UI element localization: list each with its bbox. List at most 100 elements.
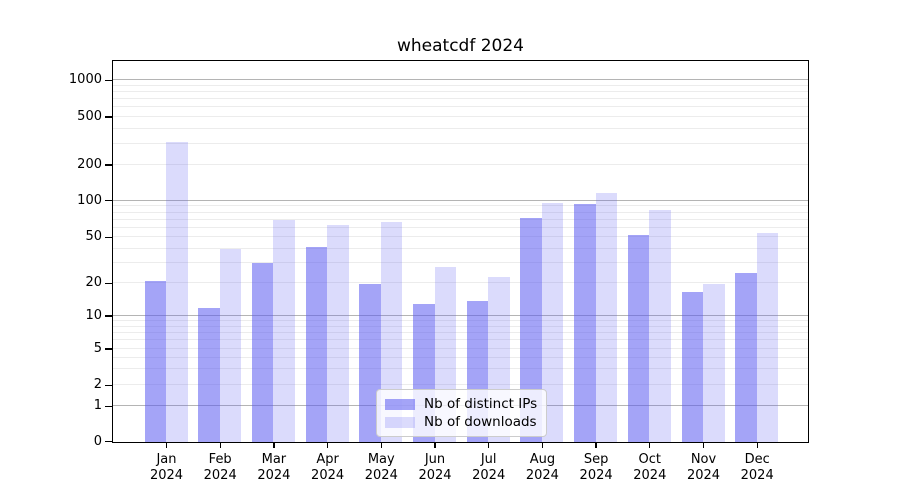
x-axis-year-label: 2024	[364, 467, 398, 483]
bar-distinct-ips	[359, 283, 381, 442]
x-axis-month-label: Mar	[261, 452, 287, 467]
gridline-minor	[113, 163, 808, 165]
legend-label-downloads: Nb of downloads	[424, 414, 537, 430]
y-axis-tick-label: 50	[85, 229, 102, 245]
bar-downloads	[166, 142, 188, 442]
x-axis-tick-mark	[165, 442, 168, 448]
gridline-minor	[113, 115, 808, 117]
gridline-minor	[113, 320, 808, 322]
gridline-minor	[113, 211, 808, 213]
bar-distinct-ips	[520, 217, 542, 442]
bar-distinct-ips	[144, 281, 166, 442]
gridline-minor	[113, 84, 808, 86]
x-axis-year-label: 2024	[311, 467, 345, 483]
gridline-minor	[113, 356, 808, 358]
x-axis-year-label: 2024	[633, 467, 667, 483]
x-axis-tick-label: Oct 2024	[618, 452, 682, 483]
y-axis-tick-label: 100	[77, 192, 102, 208]
y-axis-tick-label: 10	[85, 308, 102, 324]
x-axis-month-label: Aug	[529, 452, 556, 467]
bar-downloads	[595, 192, 618, 442]
gridline-major	[113, 79, 808, 81]
bar-downloads	[703, 283, 725, 442]
x-axis-year-label: 2024	[525, 467, 559, 483]
legend-row-downloads: Nb of downloads	[385, 413, 538, 431]
y-axis-tick-mark	[105, 440, 112, 443]
y-axis-tick-label: 200	[77, 156, 102, 172]
y-axis-tick-mark	[105, 384, 112, 387]
x-axis-tick-mark	[649, 442, 651, 448]
y-axis-tick-label: 1	[93, 398, 102, 414]
bar-distinct-ips	[305, 246, 328, 442]
x-axis-month-label: Oct	[638, 452, 662, 467]
x-axis-tick-mark	[219, 442, 221, 448]
y-axis-tick-label: 0	[93, 433, 102, 449]
y-axis-tick-label: 1000	[68, 72, 102, 88]
x-axis-month-label: Feb	[208, 452, 232, 467]
y-axis-tick-mark	[105, 348, 112, 350]
x-axis-year-label: 2024	[418, 467, 452, 483]
gridline-major	[113, 315, 808, 317]
y-axis-tick-mark	[105, 79, 112, 82]
bar-downloads	[327, 224, 349, 442]
gridline-minor	[113, 106, 808, 108]
x-axis-tick-label: Jun 2024	[403, 452, 467, 483]
x-axis-tick-mark	[756, 442, 758, 448]
x-axis-tick-mark	[380, 442, 382, 448]
x-axis-tick-mark	[595, 442, 597, 448]
gridline-minor	[113, 127, 808, 129]
gridline-minor	[113, 236, 808, 238]
x-axis-tick-label: May 2024	[349, 452, 413, 483]
x-axis-tick-label: Jan 2024	[135, 452, 199, 483]
bar-downloads	[219, 249, 242, 442]
legend-swatch-downloads	[385, 416, 415, 428]
gridline-minor	[113, 339, 808, 341]
x-axis-tick-label: Jul 2024	[457, 452, 521, 483]
x-axis-tick-label: Nov 2024	[672, 452, 736, 483]
bar-downloads	[380, 221, 403, 442]
x-axis-month-label: Apr	[316, 452, 339, 467]
y-axis-tick-mark	[105, 116, 112, 118]
gridline-minor	[113, 261, 808, 263]
y-axis-tick-label: 20	[85, 275, 102, 291]
x-axis-tick-mark	[488, 442, 490, 448]
y-axis-tick-label: 2	[93, 377, 102, 393]
y-axis-tick-mark	[105, 236, 112, 238]
legend-label-distinct-ips: Nb of distinct IPs	[424, 396, 538, 412]
x-axis-month-label: May	[367, 452, 395, 467]
x-axis-tick-label: Sep 2024	[564, 452, 628, 483]
x-axis-tick-mark	[541, 442, 544, 448]
y-axis-tick-mark	[105, 200, 112, 202]
chart-title: wheatcdf 2024	[396, 36, 524, 56]
gridline-minor	[113, 205, 808, 207]
plot-inner: Nb of distinct IPs Nb of downloads	[113, 61, 808, 442]
gridline-minor	[113, 142, 808, 144]
bar-distinct-ips	[198, 308, 220, 442]
x-axis-tick-label: Apr 2024	[296, 452, 360, 483]
y-axis-tick-label: 5	[93, 340, 102, 356]
y-axis-tick-mark	[105, 164, 112, 166]
gridline-minor	[113, 282, 808, 284]
y-axis-tick-label: 500	[77, 108, 102, 124]
gridline-minor	[113, 332, 808, 334]
x-axis-month-label: Jun	[424, 452, 446, 467]
x-axis-year-label: 2024	[149, 467, 184, 483]
legend: Nb of distinct IPs Nb of downloads	[376, 389, 547, 437]
x-axis-year-label: 2024	[203, 467, 237, 483]
x-axis-tick-label: Feb 2024	[188, 452, 252, 483]
bar-distinct-ips	[251, 263, 274, 442]
bar-distinct-ips	[681, 291, 703, 442]
y-axis-tick-mark	[105, 315, 112, 317]
x-axis-year-label: 2024	[740, 467, 774, 483]
x-axis-month-label: Jan	[156, 452, 177, 467]
gridline-minor	[113, 218, 808, 220]
bar-downloads	[273, 220, 295, 442]
x-axis-tick-mark	[702, 442, 705, 448]
y-axis-tick-mark	[105, 282, 112, 285]
bar-downloads	[541, 202, 564, 442]
gridline-minor	[113, 384, 808, 386]
x-axis-year-label: 2024	[686, 467, 721, 483]
bar-distinct-ips	[735, 272, 757, 442]
plot-area: Nb of distinct IPs Nb of downloads	[112, 60, 809, 443]
bar-distinct-ips	[574, 203, 596, 442]
